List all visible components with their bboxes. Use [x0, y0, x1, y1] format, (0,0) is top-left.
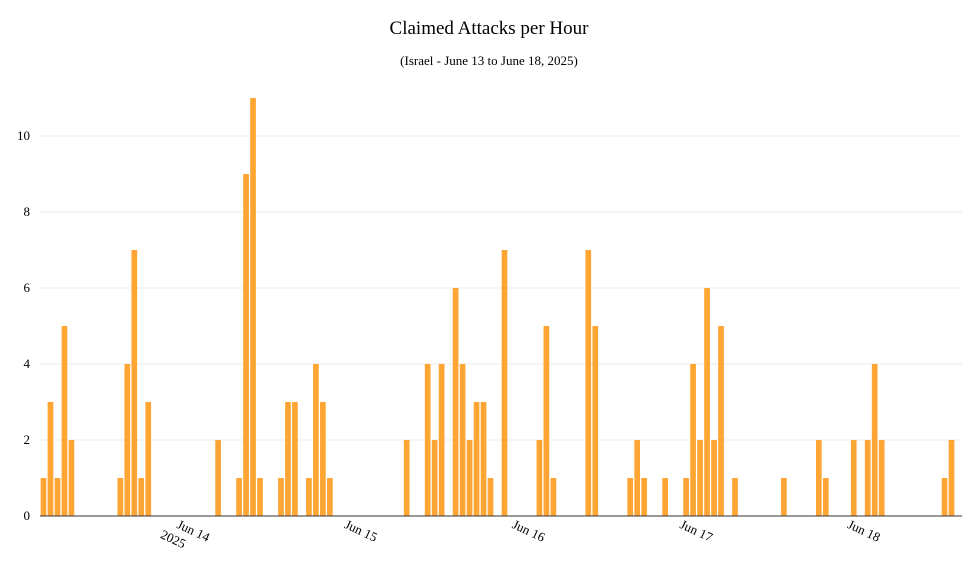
bar-hour-60: [459, 364, 466, 516]
bars: [40, 98, 955, 516]
bar-hour-116: [850, 440, 857, 516]
bar-hour-72: [543, 326, 550, 516]
bar-hour-14: [138, 478, 145, 516]
bar-hour-0: [40, 478, 47, 516]
bar-hour-112: [822, 478, 829, 516]
x-tick-jun-17: Jun 17: [678, 517, 716, 545]
bar-hour-15: [145, 402, 152, 516]
bar-hour-62: [473, 402, 480, 516]
bar-hour-55: [424, 364, 431, 516]
chart-title: Claimed Attacks per Hour: [389, 18, 589, 39]
bar-hour-89: [662, 478, 668, 516]
bar-hour-30: [250, 98, 256, 516]
bar-hour-2: [54, 478, 61, 516]
bar-hour-29: [243, 174, 249, 516]
bar-hour-38: [306, 478, 312, 516]
bar-hour-95: [704, 288, 710, 516]
bar-hour-52: [403, 440, 410, 516]
bar-hour-86: [641, 478, 648, 516]
bar-hour-92: [683, 478, 689, 516]
y-tick-label-10: 10: [17, 128, 30, 143]
bar-hour-39: [313, 364, 319, 516]
x-tick-jun-18: Jun 18: [845, 517, 882, 545]
gridlines: [40, 135, 962, 441]
x-tick-label: Jun 17: [678, 517, 716, 545]
y-tick-label-0: 0: [24, 508, 31, 523]
bar-hour-63: [480, 402, 487, 516]
x-tick-label: Jun 15: [342, 517, 379, 545]
bar-hour-56: [431, 440, 438, 516]
bar-hour-106: [781, 478, 787, 516]
bar-hour-85: [634, 440, 641, 516]
bar-hour-130: [948, 440, 955, 516]
bar-hour-57: [438, 364, 445, 516]
bar-hour-93: [690, 364, 696, 516]
bar-hour-36: [292, 402, 298, 516]
bar-hour-96: [711, 440, 717, 516]
bar-hour-118: [864, 440, 871, 516]
x-tick-label: Jun 16: [510, 517, 548, 545]
x-tick-jun-16: Jun 16: [510, 517, 548, 545]
bar-hour-12: [124, 364, 131, 516]
y-axis-ticks: 0 2 4 6 8 10: [17, 128, 31, 523]
bar-hour-35: [285, 402, 291, 516]
bar-hour-64: [487, 478, 494, 516]
bar-hour-13: [131, 250, 138, 516]
bar-hour-111: [815, 440, 822, 516]
bar-hour-94: [697, 440, 703, 516]
bar-hour-119: [871, 364, 878, 516]
bar-hour-129: [941, 478, 948, 516]
bar-hour-25: [215, 440, 221, 516]
bar-hour-4: [68, 440, 75, 516]
bar-hour-120: [878, 440, 885, 516]
bar-hour-40: [320, 402, 326, 516]
x-tick-label: Jun 18: [845, 517, 882, 545]
bar-hour-84: [627, 478, 634, 516]
y-tick-label-4: 4: [24, 356, 31, 371]
bar-hour-1: [47, 402, 54, 516]
bar-hour-3: [61, 326, 68, 516]
bar-hour-28: [236, 478, 242, 516]
bar-hour-66: [501, 250, 508, 516]
y-tick-label-6: 6: [24, 280, 31, 295]
y-tick-label-2: 2: [24, 432, 31, 447]
bar-hour-11: [117, 478, 124, 516]
bar-hour-71: [536, 440, 543, 516]
bar-hour-79: [592, 326, 599, 516]
bar-hour-73: [550, 478, 557, 516]
bar-hour-34: [278, 478, 284, 516]
bar-hour-61: [466, 440, 473, 516]
bar-hour-99: [732, 478, 738, 516]
y-tick-label-8: 8: [24, 204, 31, 219]
bar-hour-59: [452, 288, 459, 516]
bar-hour-97: [718, 326, 724, 516]
chart-subtitle: (Israel - June 13 to June 18, 2025): [400, 53, 578, 68]
x-tick-jun-15: Jun 15: [342, 517, 379, 545]
bar-hour-78: [585, 250, 592, 516]
bar-hour-41: [327, 478, 333, 516]
bar-hour-31: [257, 478, 263, 516]
